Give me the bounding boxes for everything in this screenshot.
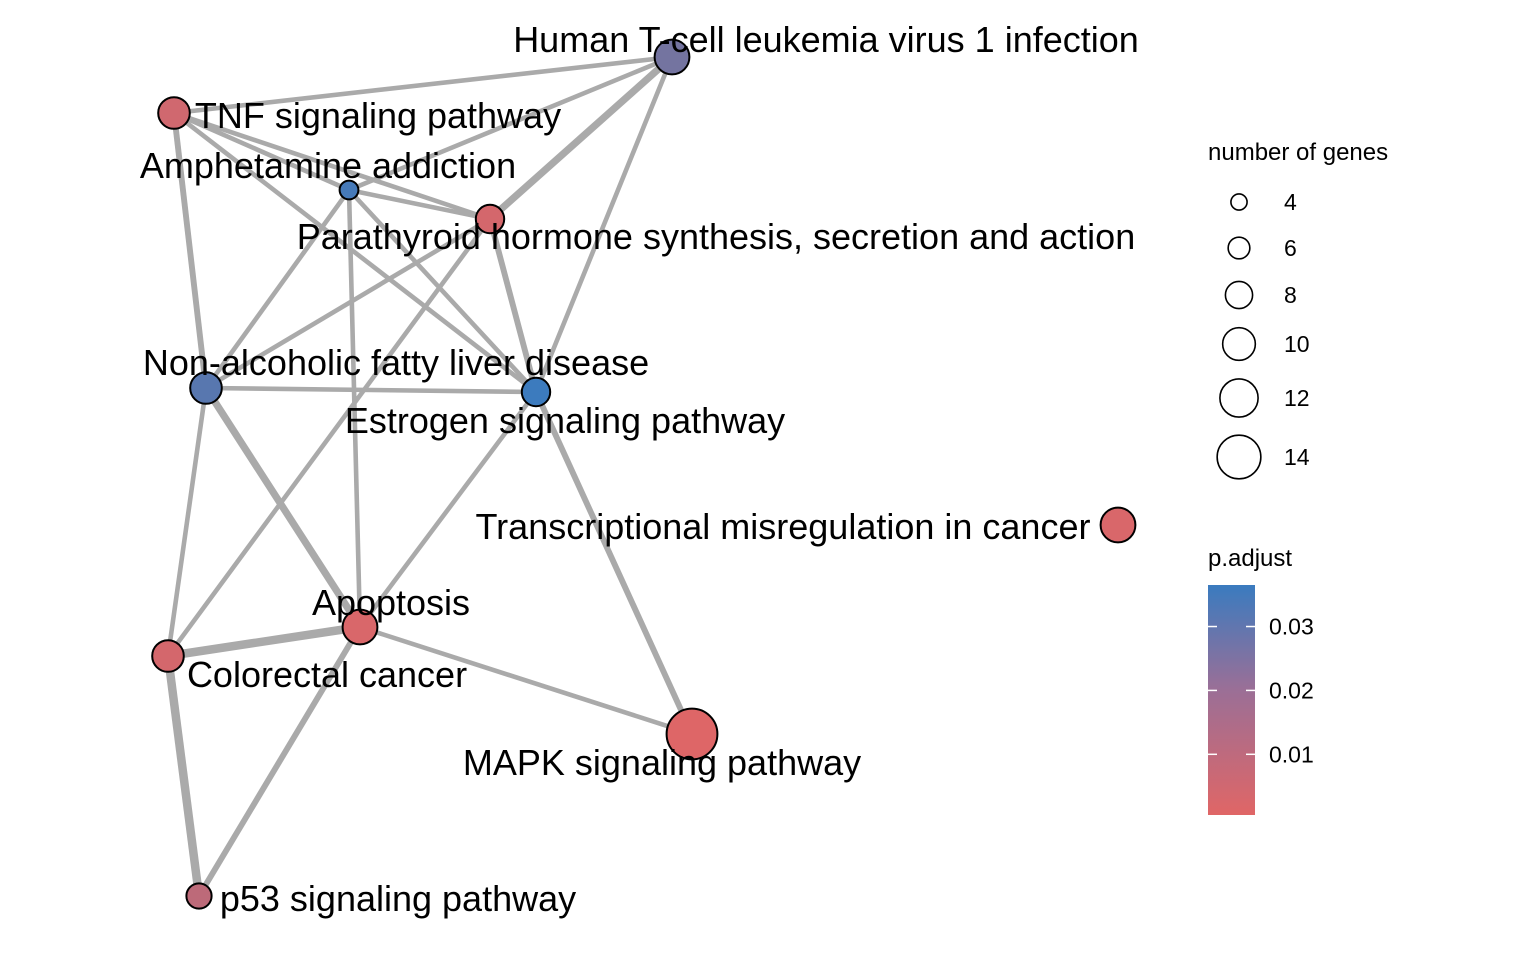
- edge-amph-pth: [348, 187, 491, 222]
- node-mapk[interactable]: [665, 707, 719, 761]
- node-tnf[interactable]: [157, 96, 191, 130]
- colorbar: [1208, 585, 1255, 815]
- node-label-nafld: Non-alcoholic fatty liver disease: [143, 342, 649, 383]
- node-nafld[interactable]: [189, 371, 223, 405]
- size-legend-label-10: 10: [1284, 331, 1310, 357]
- edge-tnf-estrogen: [172, 111, 538, 394]
- size-legend-title: number of genes: [1208, 139, 1388, 166]
- edge-apoptosis-crc: [167, 622, 361, 661]
- size-legend-label-4: 4: [1284, 189, 1297, 215]
- edge-amph-nafld: [204, 188, 351, 390]
- size-legend-key-14: [1216, 434, 1262, 480]
- edge-tnf-amph: [173, 110, 350, 193]
- size-legend-key-10: [1221, 326, 1257, 362]
- edge-htlv-amph: [348, 54, 673, 193]
- size-legend-label-8: 8: [1284, 282, 1297, 308]
- color-legend-title: p.adjust: [1208, 545, 1292, 572]
- size-legend-key-8: [1224, 280, 1254, 310]
- edge-htlv-estrogen: [533, 56, 675, 393]
- node-label-p53: p53 signaling pathway: [220, 878, 576, 919]
- node-label-apoptosis: Apoptosis: [312, 582, 470, 623]
- edge-estrogen-apoptosis: [358, 390, 538, 629]
- edge-pth-estrogen: [487, 218, 539, 393]
- node-amph[interactable]: [338, 179, 360, 201]
- size-legend-label-12: 12: [1284, 385, 1310, 411]
- node-label-mapk: MAPK signaling pathway: [463, 742, 861, 783]
- colorbar-tick-label-0.02: 0.02: [1269, 677, 1314, 703]
- edge-amph-apoptosis: [346, 189, 363, 628]
- edge-amph-estrogen: [347, 188, 538, 394]
- edge-pth-crc: [166, 217, 492, 658]
- node-label-tnf: TNF signaling pathway: [195, 95, 561, 136]
- node-labels: Human T-cell leukemia virus 1 infection T…: [140, 19, 1139, 919]
- edge-apoptosis-mapk: [359, 624, 693, 737]
- node-tmc[interactable]: [1099, 506, 1137, 544]
- edge-htlv-pth: [487, 54, 675, 222]
- size-legend: number of genes 4 6 8 10 12 14: [1208, 139, 1388, 480]
- colorbar-tick-label-0.03: 0.03: [1269, 614, 1314, 640]
- node-apoptosis[interactable]: [341, 608, 379, 646]
- node-estrogen[interactable]: [520, 376, 552, 408]
- size-legend-label-6: 6: [1284, 235, 1297, 261]
- edge-apoptosis-p53: [196, 625, 363, 898]
- edge-estrogen-mapk: [533, 390, 695, 736]
- node-label-tmc: Transcriptional misregulation in cancer: [476, 506, 1091, 547]
- network-nodes: [151, 38, 1137, 910]
- node-label-htlv: Human T-cell leukemia virus 1 infection: [513, 19, 1139, 60]
- color-legend: p.adjust 0.03 0.02 0.01: [1208, 545, 1314, 815]
- node-p53[interactable]: [185, 882, 213, 910]
- node-label-estrogen: Estrogen signaling pathway: [345, 400, 785, 441]
- edge-nafld-estrogen: [205, 385, 537, 395]
- node-label-crc: Colorectal cancer: [187, 654, 467, 695]
- size-legend-key-6: [1227, 236, 1251, 260]
- size-legend-label-14: 14: [1284, 444, 1310, 470]
- edge-nafld-apoptosis: [202, 386, 364, 629]
- edge-tnf-pth: [173, 110, 491, 222]
- node-crc[interactable]: [151, 639, 185, 673]
- size-legend-key-4: [1230, 193, 1248, 211]
- size-legend-key-12: [1219, 378, 1259, 418]
- edge-nafld-crc: [165, 387, 209, 657]
- edge-crc-p53: [163, 655, 204, 897]
- node-pth[interactable]: [474, 203, 506, 235]
- edge-pth-nafld: [204, 217, 492, 390]
- node-label-amph: Amphetamine addiction: [140, 145, 516, 186]
- colorbar-tick-label-0.01: 0.01: [1269, 741, 1314, 767]
- node-label-pth: Parathyroid hormone synthesis, secretion…: [297, 216, 1135, 257]
- edge-htlv-tnf: [173, 54, 673, 116]
- node-htlv[interactable]: [653, 38, 691, 76]
- network-edges: [163, 54, 695, 898]
- edge-tnf-nafld: [171, 112, 209, 389]
